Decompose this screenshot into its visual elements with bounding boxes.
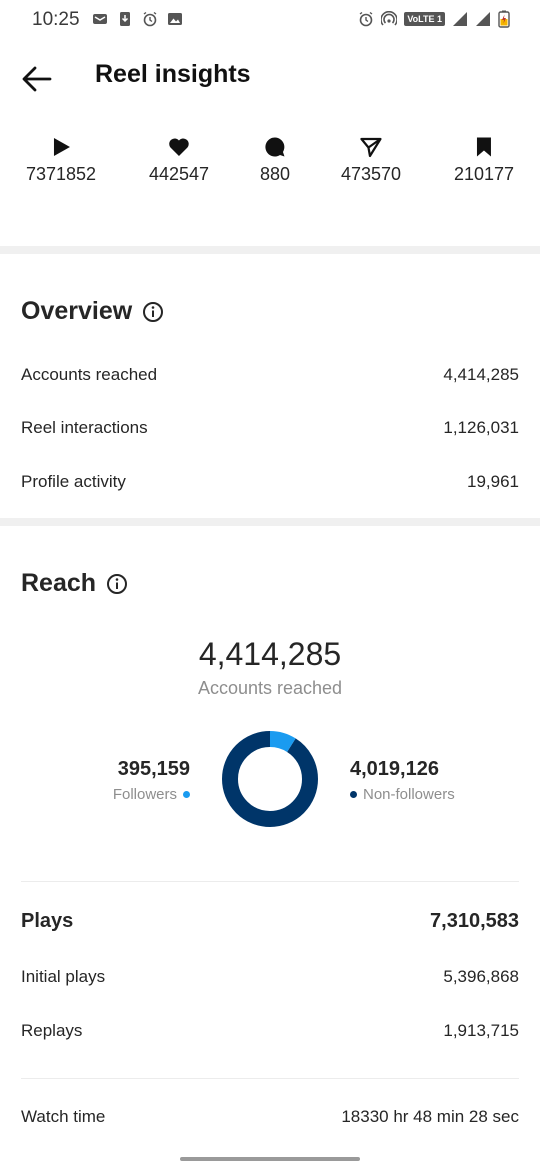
section-divider xyxy=(0,246,540,254)
watch-time-row[interactable]: Watch time 18330 hr 48 min 28 sec xyxy=(21,1102,519,1132)
donut-segment-non-followers xyxy=(222,731,318,827)
battery-icon xyxy=(498,10,510,28)
page-title: Reel insights xyxy=(95,60,251,88)
likes-count: 442547 xyxy=(148,164,210,184)
plays-stat: 7371852 xyxy=(26,136,96,185)
reach-section-title: Reach xyxy=(21,569,128,598)
accounts-reached-row[interactable]: Accounts reached 4,414,285 xyxy=(21,360,519,390)
reel-interactions-row[interactable]: Reel interactions 1,126,031 xyxy=(21,413,519,443)
profile-activity-row[interactable]: Profile activity 19,961 xyxy=(21,467,519,497)
row-value: 5,396,868 xyxy=(443,967,519,986)
signal-icon xyxy=(476,12,490,26)
non-followers-dot xyxy=(350,791,357,798)
row-label: Profile activity xyxy=(21,472,126,491)
overview-title: Overview xyxy=(21,297,133,325)
non-followers-label: Non-followers xyxy=(363,786,455,803)
play-icon xyxy=(53,138,70,156)
row-value: 19,961 xyxy=(467,472,519,491)
status-time: 10:25 xyxy=(32,9,80,30)
shares-stat: 473570 xyxy=(341,136,401,185)
row-value: 4,414,285 xyxy=(443,365,519,384)
non-followers-legend: Non-followers xyxy=(350,786,455,803)
mail-icon xyxy=(93,14,107,24)
followers-value: 395,159 xyxy=(117,758,190,780)
plays-total-row: Plays 7,310,583 xyxy=(21,906,519,936)
followers-legend: Followers xyxy=(113,786,190,803)
comments-count: 880 xyxy=(259,164,291,184)
plays-count: 7371852 xyxy=(25,164,97,184)
saves-count: 210177 xyxy=(453,164,515,184)
reel-stats-row: 7371852 442547 880 473570 210177 xyxy=(0,136,540,196)
likes-stat: 442547 xyxy=(149,136,209,185)
signal-4g-icon xyxy=(453,12,467,26)
system-icons: VoLTE 1 xyxy=(358,10,510,28)
plays-title: Plays xyxy=(21,909,74,932)
row-value: 1,126,031 xyxy=(443,418,519,437)
info-icon[interactable] xyxy=(106,573,128,595)
divider xyxy=(21,1078,519,1079)
alarm-icon xyxy=(143,11,157,27)
followers-dot xyxy=(183,791,190,798)
reach-donut-chart xyxy=(222,731,318,827)
saves-stat: 210177 xyxy=(454,136,514,185)
hotspot-icon xyxy=(381,11,398,26)
reach-total-value: 4,414,285 xyxy=(198,636,342,672)
row-label: Replays xyxy=(21,1021,83,1040)
overview-section-title: Overview xyxy=(21,297,164,326)
bookmark-icon xyxy=(476,137,491,157)
comments-stat: 880 xyxy=(260,136,290,185)
row-label: Initial plays xyxy=(21,967,106,986)
status-bar: 10:25 VoLTE 1 xyxy=(0,0,540,40)
divider xyxy=(21,881,519,882)
header: Reel insights xyxy=(0,48,540,108)
share-icon xyxy=(360,137,382,158)
home-indicator[interactable] xyxy=(180,1157,360,1161)
comment-icon xyxy=(265,137,285,157)
row-label: Accounts reached xyxy=(21,365,158,384)
alarm-icon xyxy=(359,11,373,27)
info-icon[interactable] xyxy=(142,301,164,323)
watch-time-value: 18330 hr 48 min 28 sec xyxy=(341,1107,519,1126)
download-icon xyxy=(120,12,130,26)
volte-badge: VoLTE 1 xyxy=(404,12,445,26)
gallery-icon xyxy=(168,13,182,25)
reach-title: Reach xyxy=(21,569,97,597)
heart-icon xyxy=(169,138,189,156)
initial-plays-row[interactable]: Initial plays 5,396,868 xyxy=(21,962,519,992)
section-divider xyxy=(0,518,540,526)
back-arrow-icon[interactable] xyxy=(20,64,54,94)
reach-total-label: Accounts reached xyxy=(197,678,343,698)
followers-label: Followers xyxy=(112,786,177,803)
notification-icons xyxy=(92,11,183,27)
plays-total-value: 7,310,583 xyxy=(430,909,519,932)
shares-count: 473570 xyxy=(340,164,402,184)
row-value: 1,913,715 xyxy=(443,1021,519,1040)
replays-row[interactable]: Replays 1,913,715 xyxy=(21,1016,519,1046)
row-label: Reel interactions xyxy=(21,418,148,437)
donut-segment-followers xyxy=(222,731,318,827)
row-label: Watch time xyxy=(21,1107,106,1126)
non-followers-value: 4,019,126 xyxy=(350,758,439,780)
